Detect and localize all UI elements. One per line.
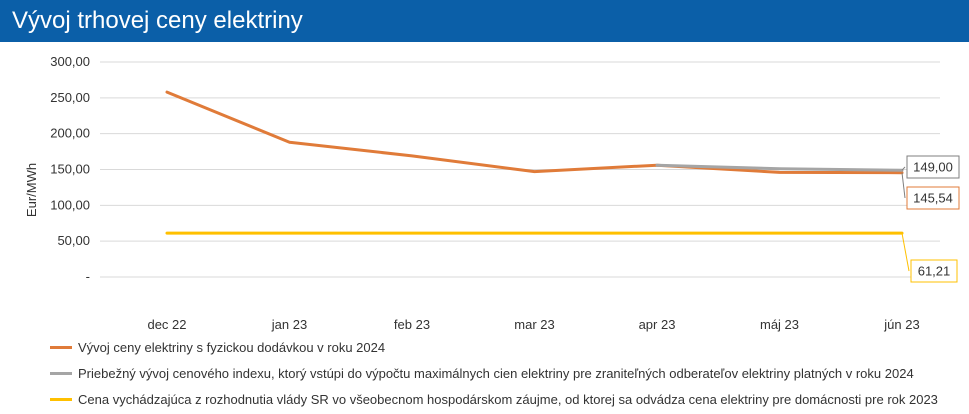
y-tick-label: 200,00 — [50, 126, 90, 141]
legend-label: Cena vychádzajúca z rozhodnutia vlády SR… — [78, 391, 938, 407]
y-tick-label: 300,00 — [50, 54, 90, 69]
data-label-box — [906, 155, 960, 179]
x-tick-label: jún 23 — [883, 317, 919, 332]
legend-item: Vývoj ceny elektriny s fyzickou dodávkou… — [50, 334, 960, 360]
y-axis-ticks: - 50,00 100,00 150,00 200,00 250,00 300,00 — [50, 54, 90, 284]
x-tick-label: máj 23 — [760, 317, 799, 332]
y-tick-label: 150,00 — [50, 162, 90, 177]
leader-line — [901, 172, 906, 199]
legend-item: Priebežný vývoj cenového indexu, ktorý v… — [50, 360, 960, 386]
x-tick-label: mar 23 — [514, 317, 554, 332]
y-tick-label: 250,00 — [50, 90, 90, 105]
leader-line — [901, 166, 906, 171]
data-label: 61,21 — [918, 264, 951, 279]
x-tick-label: dec 22 — [147, 317, 186, 332]
legend-label: Vývoj ceny elektriny s fyzickou dodávkou… — [78, 339, 386, 355]
x-tick-label: feb 23 — [394, 317, 430, 332]
legend-swatch-gray — [50, 371, 72, 375]
chart-series — [165, 90, 904, 235]
x-axis-ticks: dec 22 jan 23 feb 23 mar 23 apr 23 máj 23 jún … — [147, 317, 919, 332]
data-label-box — [906, 186, 960, 210]
end-labels: 149,00 145,54 61,21 — [901, 155, 960, 283]
data-label: 145,54 — [913, 191, 953, 206]
data-label: 149,00 — [913, 160, 953, 175]
legend-swatch-yellow — [50, 397, 72, 401]
header-bar: Vývoj trhovej ceny elektriny — [0, 0, 969, 42]
y-tick-label: - — [86, 269, 90, 284]
legend-item: Cena vychádzajúca z rozhodnutia vlády SR… — [50, 386, 960, 412]
x-tick-label: apr 23 — [639, 317, 676, 332]
x-tick-label: jan 23 — [271, 317, 307, 332]
legend-label: Priebežný vývoj cenového indexu, ktorý v… — [78, 365, 914, 381]
line-chart: - 50,00 100,00 150,00 200,00 250,00 300,00 Eur… — [24, 54, 960, 332]
y-axis-label: Eur/MWh — [24, 163, 39, 217]
page-title: Vývoj trhovej ceny elektriny — [12, 7, 303, 34]
series-line-1 — [655, 163, 904, 172]
grid-lines — [100, 61, 940, 278]
leader-line — [901, 233, 910, 272]
y-tick-label: 100,00 — [50, 197, 90, 212]
data-label-box — [910, 259, 958, 283]
legend: Vývoj ceny elektriny s fyzickou dodávkou… — [50, 334, 960, 412]
y-tick-label: 50,00 — [57, 233, 90, 248]
legend-swatch-orange — [50, 345, 72, 349]
series-line-0 — [165, 90, 904, 175]
